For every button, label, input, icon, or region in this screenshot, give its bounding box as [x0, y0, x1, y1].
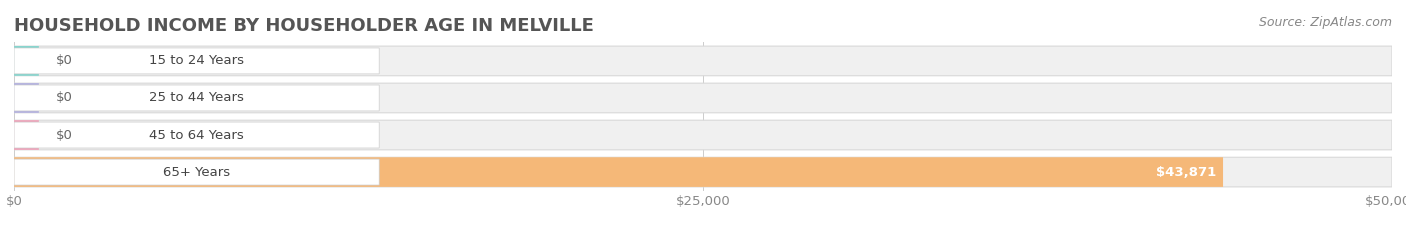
FancyBboxPatch shape [14, 83, 1392, 113]
FancyBboxPatch shape [14, 157, 1223, 187]
FancyBboxPatch shape [14, 83, 39, 113]
Text: 25 to 44 Years: 25 to 44 Years [149, 92, 245, 104]
FancyBboxPatch shape [14, 46, 1392, 76]
FancyBboxPatch shape [14, 122, 380, 148]
Text: 45 to 64 Years: 45 to 64 Years [149, 129, 245, 141]
Text: HOUSEHOLD INCOME BY HOUSEHOLDER AGE IN MELVILLE: HOUSEHOLD INCOME BY HOUSEHOLDER AGE IN M… [14, 17, 593, 35]
Text: Source: ZipAtlas.com: Source: ZipAtlas.com [1258, 16, 1392, 29]
FancyBboxPatch shape [14, 159, 380, 185]
Text: 65+ Years: 65+ Years [163, 166, 231, 178]
FancyBboxPatch shape [14, 157, 1392, 187]
Text: $0: $0 [55, 92, 72, 104]
Text: $43,871: $43,871 [1156, 166, 1216, 178]
FancyBboxPatch shape [14, 120, 1392, 150]
Text: 15 to 24 Years: 15 to 24 Years [149, 55, 245, 67]
Text: $0: $0 [55, 129, 72, 141]
FancyBboxPatch shape [14, 48, 380, 74]
Text: $0: $0 [55, 55, 72, 67]
FancyBboxPatch shape [14, 120, 39, 150]
FancyBboxPatch shape [14, 46, 39, 76]
FancyBboxPatch shape [14, 85, 380, 111]
